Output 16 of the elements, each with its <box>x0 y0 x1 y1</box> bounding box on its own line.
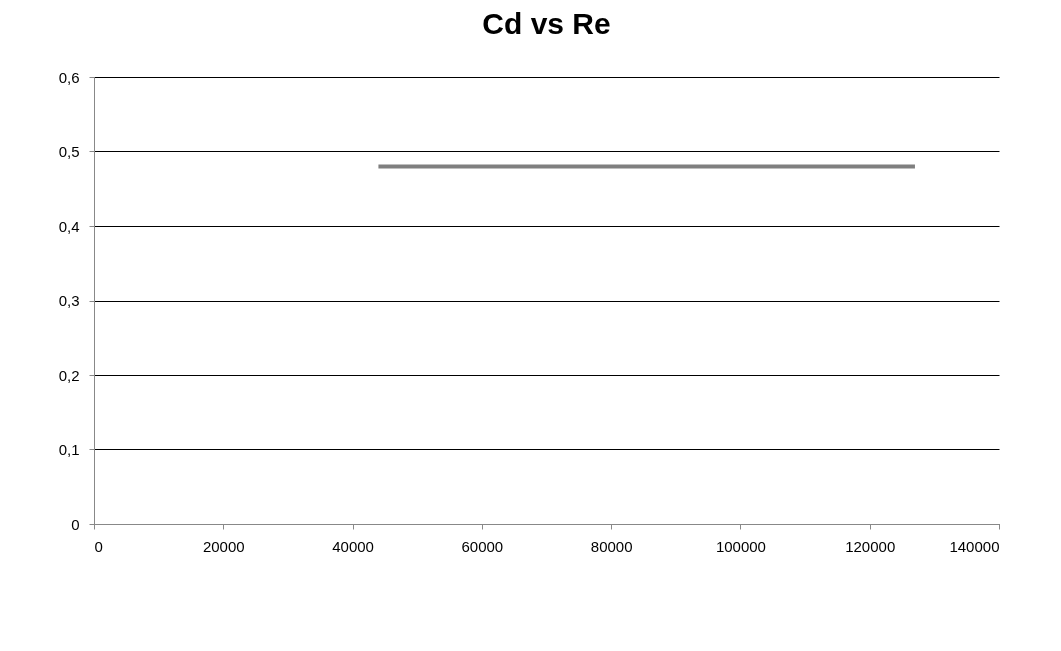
x-tick-label: 20000 <box>202 537 245 555</box>
chart-title: Cd vs Re <box>482 7 611 40</box>
x-tick-label: 0 <box>94 537 103 555</box>
y-tick-label: 0,1 <box>58 441 80 458</box>
x-tick-label: 60000 <box>461 537 504 555</box>
y-tick-label: 0,4 <box>58 217 80 235</box>
y-tick-label: 0,3 <box>58 292 80 309</box>
x-tick-label: 40000 <box>332 537 374 555</box>
x-tick-label: 140000 <box>949 537 1000 555</box>
x-tick-label: 80000 <box>590 537 633 555</box>
x-tick-label: 120000 <box>845 537 896 555</box>
y-tick-label: 0,5 <box>58 143 80 160</box>
y-tick-label: 0,2 <box>58 366 80 384</box>
x-tick-label: 100000 <box>715 537 766 555</box>
y-tick-label: 0 <box>71 515 80 533</box>
y-tick-label: 0,6 <box>58 68 80 86</box>
